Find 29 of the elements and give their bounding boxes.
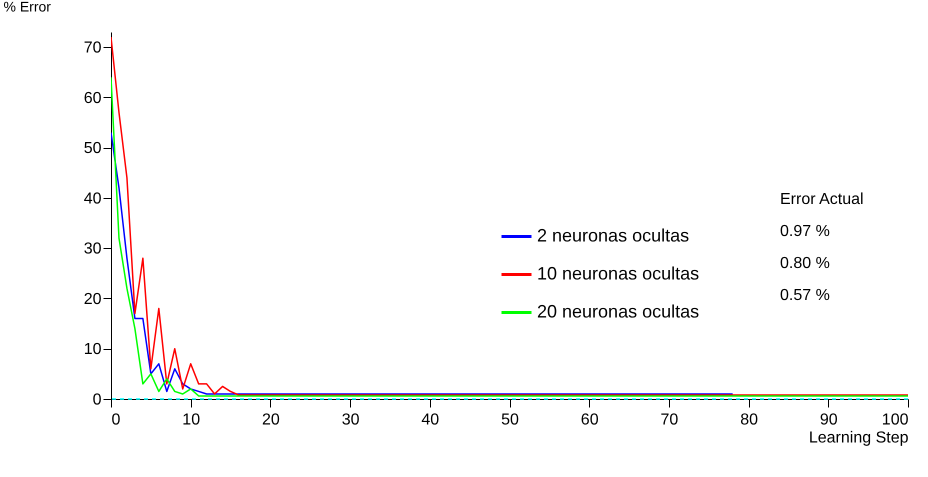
x-tick-label: 90 — [820, 412, 838, 428]
annotation: 0.80 % — [779, 254, 831, 274]
x-tick-label: 10 — [182, 412, 200, 428]
annotation: 0.97 % — [779, 222, 831, 242]
x-tick-label: 40 — [421, 412, 440, 428]
x-tick-label: 70 — [660, 412, 678, 428]
legend-label: 2 neuronas ocultas — [537, 226, 690, 246]
y-tick-label: 0 — [92, 392, 102, 408]
y-tick-label: 40 — [84, 190, 102, 208]
line-series — [111, 132, 734, 395]
y-tick-label: 10 — [84, 341, 102, 358]
y-tick-label: 20 — [84, 290, 102, 308]
y-tick-label: 70 — [84, 40, 102, 57]
x-tick-label: 80 — [740, 412, 758, 428]
x-tick-label: 100 — [882, 412, 909, 428]
y-tick-label: 60 — [84, 90, 102, 107]
x-tick-label: 30 — [342, 412, 360, 428]
y-tick-label: 30 — [84, 240, 102, 258]
legend-title: Error Actual — [779, 190, 864, 210]
x-tick-label: 60 — [580, 412, 599, 428]
x-axis-title: Learning Step — [808, 430, 909, 446]
y-tick-label: 50 — [84, 140, 102, 158]
legend-label: 20 neuronas ocultas — [537, 302, 700, 322]
legend-label: 10 neuronas ocultas — [537, 264, 700, 284]
y-axis-title: % Error — [4, 0, 52, 14]
x-tick-label: 20 — [262, 412, 280, 428]
annotation: 0.57 % — [779, 286, 831, 306]
x-tick-label: 50 — [501, 412, 519, 428]
x-tick-label: 0 — [112, 412, 120, 428]
